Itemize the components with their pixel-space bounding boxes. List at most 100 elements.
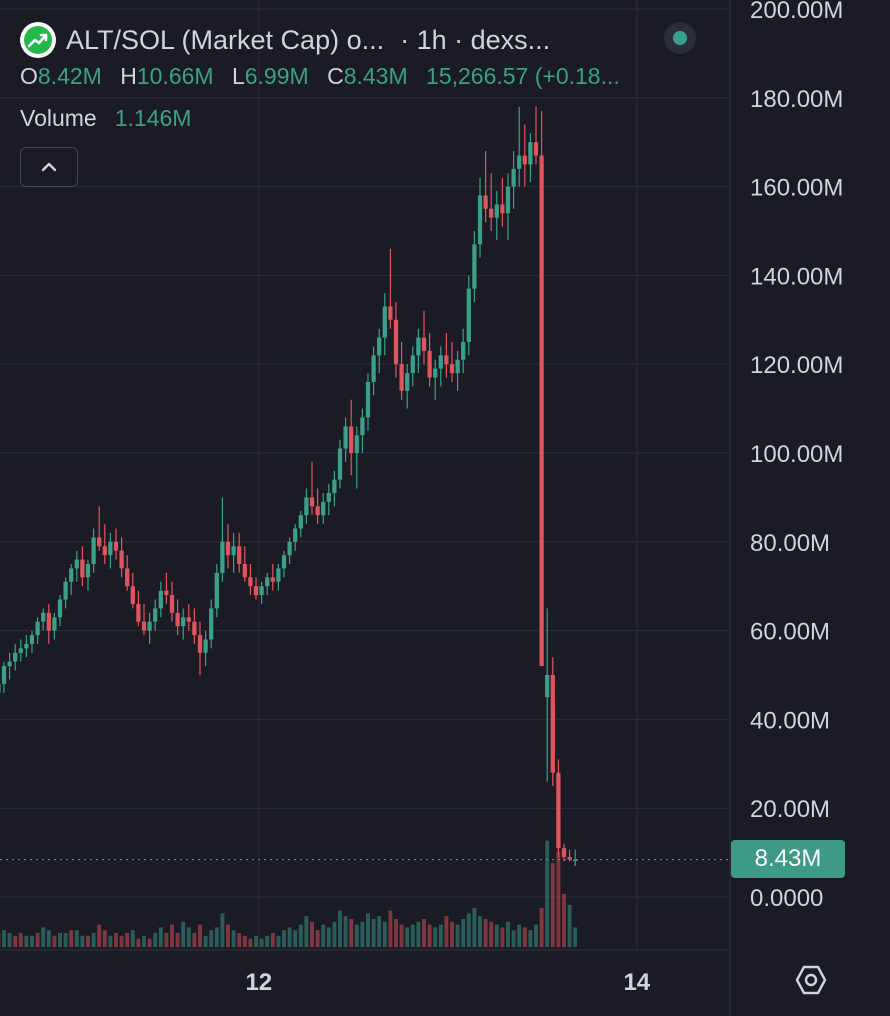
volume-bar xyxy=(170,924,174,947)
volume-bar xyxy=(321,924,326,947)
volume-bar xyxy=(343,916,348,947)
close-label: C xyxy=(327,63,344,89)
candle-body xyxy=(399,364,404,391)
volume-bar xyxy=(545,840,550,947)
candle-body xyxy=(567,857,572,860)
candle-body xyxy=(85,564,91,578)
volume-bar xyxy=(489,921,494,947)
volume-bar xyxy=(366,913,370,947)
y-tick-label: 100.00M xyxy=(750,441,843,468)
volume-bar xyxy=(114,933,118,947)
candle-body xyxy=(556,772,561,849)
volume-bar xyxy=(147,938,152,947)
volume-bar xyxy=(500,927,505,947)
volume-bar xyxy=(310,921,314,947)
y-tick-label: 200.00M xyxy=(750,0,843,24)
volume-bar xyxy=(276,935,281,947)
volume-bar xyxy=(125,933,130,947)
y-tick-label: 180.00M xyxy=(750,86,843,113)
candle-body xyxy=(281,555,287,569)
candle-body xyxy=(466,288,471,342)
candle-body xyxy=(382,306,387,338)
candle-body xyxy=(550,675,555,773)
candle-body xyxy=(483,195,488,209)
volume-bar xyxy=(30,935,34,947)
volume-bar xyxy=(287,927,292,947)
volume-bar xyxy=(556,851,561,947)
volume-bar xyxy=(220,913,225,947)
volume-bar xyxy=(304,916,309,947)
volume-bar xyxy=(494,924,499,947)
candle-body xyxy=(1,666,7,684)
volume-bar xyxy=(405,927,410,947)
candle-body xyxy=(427,350,432,378)
volume-bar xyxy=(377,916,382,947)
volume-bar xyxy=(567,905,572,947)
candle-body xyxy=(141,621,147,631)
open-label: O xyxy=(20,63,38,89)
candle-body xyxy=(354,435,359,453)
volume-bar xyxy=(24,935,29,947)
volume-bar xyxy=(237,933,242,947)
candle-body xyxy=(29,635,35,644)
volume-bar xyxy=(231,930,236,947)
low-label: L xyxy=(231,63,245,89)
volume-value: 1.146M xyxy=(114,105,192,131)
volume-bar xyxy=(410,924,415,947)
candle-body xyxy=(416,337,421,356)
collapse-legend-button[interactable] xyxy=(20,147,78,187)
volume-bar xyxy=(550,863,555,947)
candle-body xyxy=(343,426,348,449)
candle-body xyxy=(237,546,242,564)
candle-body xyxy=(410,355,415,374)
volume-label: Volume xyxy=(20,105,97,131)
y-tick-label: 120.00M xyxy=(750,352,843,379)
candle-body xyxy=(522,155,527,165)
volume-bar xyxy=(142,935,146,947)
candle-body xyxy=(371,355,376,382)
candle-body xyxy=(494,204,499,218)
y-tick-label: 40.00M xyxy=(750,707,830,734)
candle-body xyxy=(477,195,483,245)
candle-body xyxy=(444,355,449,365)
candle-body xyxy=(119,550,124,569)
volume-bar xyxy=(248,938,253,947)
candle-body xyxy=(18,648,23,653)
volume-bar xyxy=(108,935,113,947)
candle-body xyxy=(181,617,186,627)
x-tick-label: 12 xyxy=(245,969,272,996)
volume-bar xyxy=(338,910,342,947)
symbol-title[interactable]: ALT/SOL (Market Cap) o... xyxy=(66,24,385,55)
candle-body xyxy=(0,683,1,693)
candle-body xyxy=(164,590,169,596)
candle-body xyxy=(270,577,275,582)
candle-body xyxy=(125,568,130,587)
volume-bar xyxy=(18,933,23,947)
ohlc-values: O8.42M H10.66M L6.99M C8.43M 15,266.57 (… xyxy=(20,63,632,90)
interval-source[interactable]: · 1h · dexs... xyxy=(400,24,551,55)
candle-body xyxy=(220,541,225,573)
candle-body xyxy=(293,528,298,542)
volume-bar xyxy=(69,930,74,947)
market-status-icon[interactable] xyxy=(664,22,696,54)
candle-body xyxy=(287,541,292,556)
volume-bar xyxy=(164,933,169,947)
volume-bar xyxy=(119,935,124,947)
candle-body xyxy=(24,643,29,649)
volume-bar xyxy=(472,907,477,947)
volume-bar xyxy=(399,924,404,947)
candle-body xyxy=(153,608,158,622)
candle-body xyxy=(573,859,578,862)
low-value: 6.99M xyxy=(244,63,309,89)
volume-bar xyxy=(254,935,258,947)
volume-bar xyxy=(433,927,438,947)
candle-body xyxy=(7,661,12,667)
volume-bar xyxy=(2,930,6,947)
candle-body xyxy=(74,559,79,569)
candle-body xyxy=(80,559,85,578)
volume-bar xyxy=(102,930,107,947)
change-value: 15,266.57 (+0.18... xyxy=(426,63,620,89)
settings-hexagon-icon[interactable] xyxy=(795,964,827,996)
